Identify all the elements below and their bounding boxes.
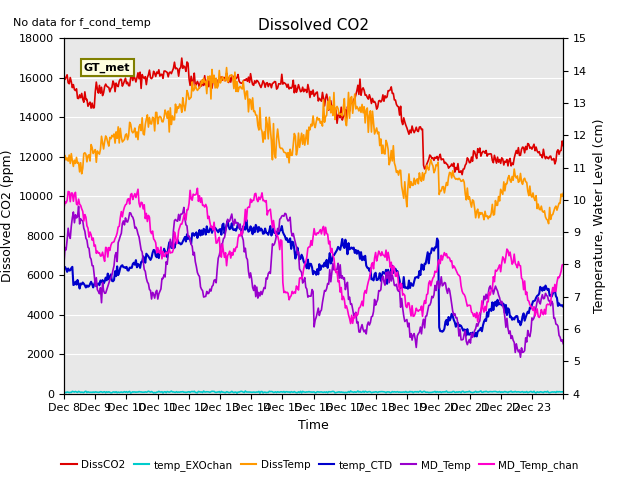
Text: GT_met: GT_met: [84, 62, 131, 72]
X-axis label: Time: Time: [298, 419, 329, 432]
Text: No data for f_cond_temp: No data for f_cond_temp: [13, 17, 150, 28]
Y-axis label: Temperature, Water Level (cm): Temperature, Water Level (cm): [593, 119, 605, 313]
Legend: DissCO2, temp_EXOchan, DissTemp, temp_CTD, MD_Temp, MD_Temp_chan: DissCO2, temp_EXOchan, DissTemp, temp_CT…: [57, 456, 583, 475]
Y-axis label: Dissolved CO2 (ppm): Dissolved CO2 (ppm): [1, 150, 13, 282]
Title: Dissolved CO2: Dissolved CO2: [258, 18, 369, 33]
